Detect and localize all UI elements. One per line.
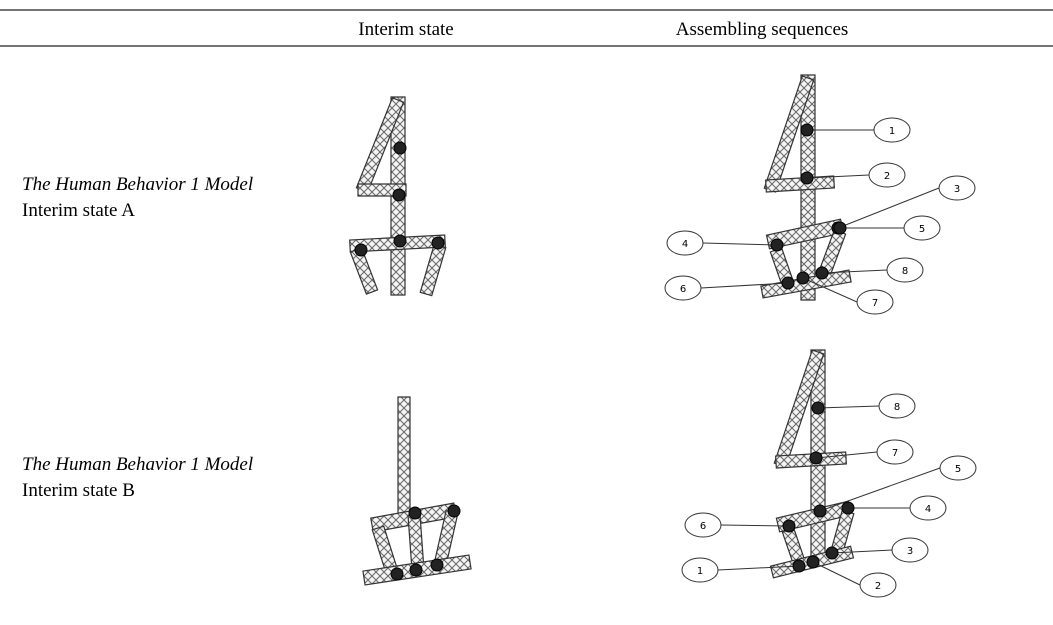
leader-line [831,549,893,554]
callout-circle [891,537,929,563]
leader-line [837,187,940,229]
callout-circle [684,512,722,538]
joint [431,236,445,250]
leader-line [819,467,941,512]
row-title: The Human Behavior 1 Model [22,454,253,475]
callout-circle [903,215,941,241]
callout-label: 2 [875,581,881,592]
callout-circle [664,275,702,301]
joint [447,504,461,518]
callout-circle [859,572,897,598]
joint [809,451,823,465]
leader-line [802,277,858,303]
assembly-figures: 1 2 3 4 5 6 7 8 8 7 5 4 6 3 1 2 [349,74,977,598]
joint [393,141,407,155]
truss-beam [397,396,411,521]
header-cell: Interim state [358,19,454,40]
joint [841,501,855,515]
callout-label: 2 [884,171,890,182]
joint [815,266,829,280]
joint [392,188,406,202]
row-subtitle: Interim state A [22,200,135,221]
callout-circle [886,257,924,283]
truss-beam [419,243,447,297]
joint [792,559,806,573]
callout-circle [856,289,894,315]
truss-beam [765,175,835,193]
callout-label: 6 [680,284,686,295]
callout-circle [681,557,719,583]
callout-label: 7 [872,298,878,309]
callout-label: 8 [902,266,908,277]
joint [430,558,444,572]
callout-circle [909,495,947,521]
joint [813,504,827,518]
leader-line [806,174,870,179]
leader-line [720,524,790,527]
callout-label: 4 [925,504,931,515]
joint [781,276,795,290]
joint [782,519,796,533]
callout-label: 6 [700,521,706,532]
callout-circle [868,162,906,188]
callout-label: 5 [919,224,925,235]
joint [770,238,784,252]
callout-label: 3 [907,546,913,557]
truss-beam [760,269,852,299]
joint [825,546,839,560]
row-title: The Human Behavior 1 Model [22,174,253,195]
joint [811,401,825,415]
leader-line [812,561,861,586]
leader-line [815,451,878,459]
callout-circle [938,175,976,201]
joint [408,506,422,520]
callout-label: 7 [892,448,898,459]
leader-line [717,565,800,571]
callout-label: 3 [954,184,960,195]
callout-circle [666,230,704,256]
truss-beam [765,218,845,250]
callout-label: 1 [697,566,703,577]
callout-label: 8 [894,402,900,413]
callout-label: 1 [889,126,895,137]
joint [409,563,423,577]
callout-circle [876,439,914,465]
callout-circle [873,117,911,143]
header-cell: Assembling sequences [676,19,849,40]
leader-line [817,405,880,409]
leader-line [700,282,789,289]
joint [393,234,407,248]
row-subtitle: Interim state B [22,480,135,501]
joint [806,555,820,569]
joint [390,567,404,581]
leader-line [821,269,888,274]
callout-circle [939,455,977,481]
joint [800,123,814,137]
callout-label: 5 [955,464,961,475]
leader-line [702,242,778,246]
joint [796,271,810,285]
joint [833,221,847,235]
callout-label: 4 [682,239,688,250]
callout-circle [878,393,916,419]
joint [800,171,814,185]
joint [354,243,368,257]
